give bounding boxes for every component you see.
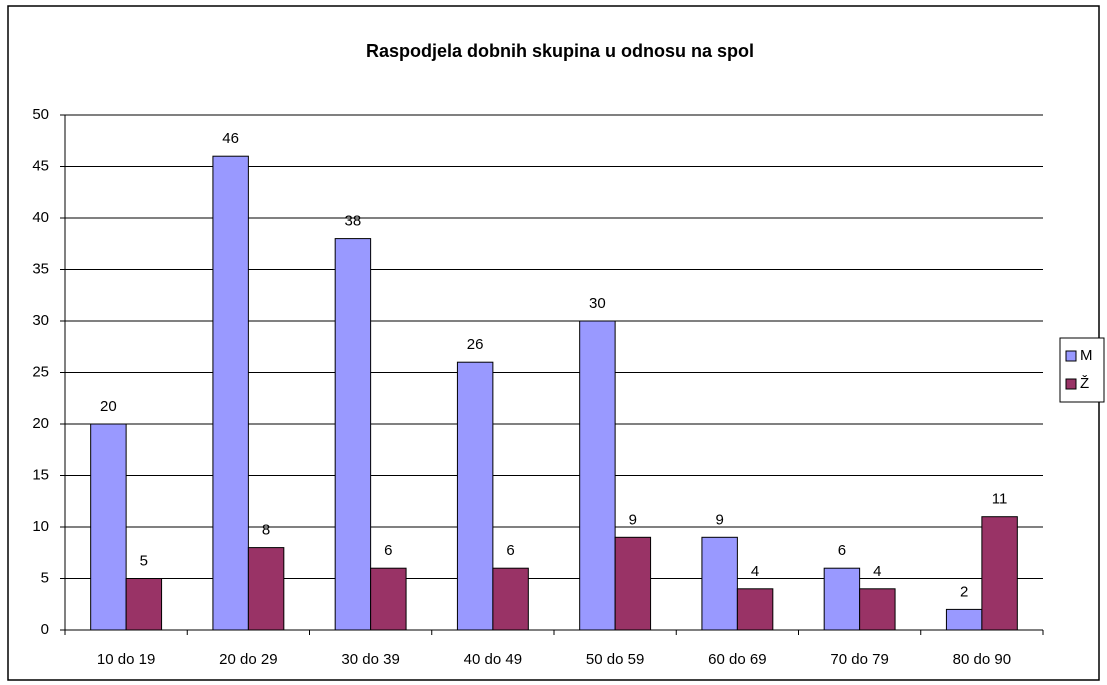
x-tick-label: 70 do 79 [830,651,888,668]
y-tick-label: 25 [32,363,49,380]
data-label: 4 [751,563,759,580]
x-tick-label: 30 do 39 [341,651,399,668]
data-label: 38 [345,213,362,230]
data-label: 6 [506,542,514,559]
bar [370,567,407,631]
data-label: 30 [589,295,606,312]
y-tick-label: 20 [32,415,49,432]
data-label: 6 [838,542,846,559]
data-label: 20 [100,398,117,415]
x-tick-label: 50 do 59 [586,651,644,668]
legend-label: M [1080,347,1093,364]
bar [456,361,494,631]
data-label: 9 [715,511,723,528]
data-label: 9 [629,511,637,528]
bar [736,588,774,631]
x-tick-label: 10 do 19 [97,651,155,668]
x-tick-label: 40 do 49 [464,651,522,668]
legend-swatch [1065,378,1077,390]
y-tick-label: 5 [41,569,49,586]
bar [212,155,249,631]
legend-label: Ž [1080,375,1089,392]
bar [125,578,163,631]
legend-box [1059,337,1105,403]
bar [247,547,285,631]
y-tick-label: 10 [32,518,49,535]
y-tick-label: 35 [32,260,49,277]
chart-border [7,5,1100,681]
y-tick-label: 0 [41,621,49,638]
chart-title: Raspodjela dobnih skupina u odnosu na sp… [366,41,754,61]
bar [90,423,127,631]
x-tick-label: 20 do 29 [219,651,277,668]
y-tick-label: 50 [32,106,49,123]
bar [492,567,529,631]
data-label: 46 [222,130,239,147]
y-tick-label: 15 [32,466,49,483]
bar [579,320,616,631]
data-label: 8 [262,522,270,539]
y-tick-label: 30 [32,312,49,329]
data-label: 4 [873,563,881,580]
data-label: 2 [960,583,968,600]
data-label: 11 [992,491,1008,508]
y-tick-label: 40 [32,209,49,226]
x-tick-label: 60 do 69 [708,651,766,668]
x-tick-label: 80 do 90 [953,651,1011,668]
bar [945,608,983,631]
legend-swatch [1065,350,1077,362]
bar [981,516,1018,631]
bar [859,588,896,631]
data-label: 26 [467,336,484,353]
y-tick-label: 45 [32,157,49,174]
bar [823,567,861,631]
data-label: 5 [140,552,148,569]
bar [334,238,372,631]
bar [701,536,738,631]
data-label: 6 [384,542,392,559]
bar [614,536,652,631]
